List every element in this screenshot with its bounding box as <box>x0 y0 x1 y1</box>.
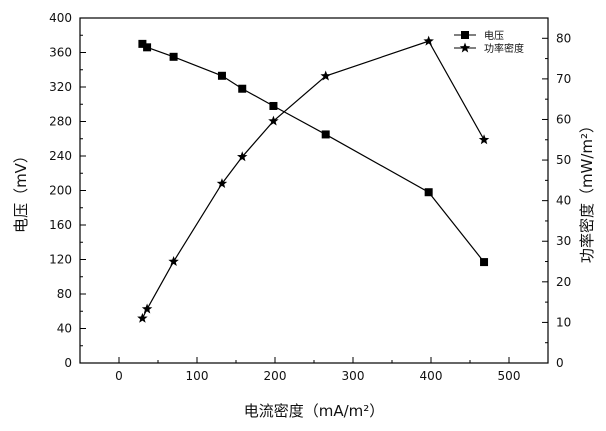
y-left-tick-label: 80 <box>57 287 72 301</box>
data-point-series-2 <box>237 151 248 162</box>
y-right-tick-label: 80 <box>556 31 571 45</box>
y-left-tick-label: 400 <box>49 11 72 25</box>
data-point-series-1 <box>143 43 152 52</box>
y-right-tick-label: 50 <box>556 153 571 167</box>
y-right-axis-title: 功率密度（mW/m²） <box>578 118 596 263</box>
y-left-tick-label: 280 <box>49 115 72 129</box>
data-point-series-2 <box>168 256 179 266</box>
y-right-tick-label: 70 <box>556 72 571 86</box>
legend-label: 电压 <box>484 29 504 42</box>
data-point-series-2 <box>141 303 153 314</box>
y-right-tick-label: 20 <box>556 275 571 289</box>
legend-marker <box>461 31 469 39</box>
y-right-tick-label: 40 <box>556 194 571 208</box>
legend-marker <box>459 42 471 53</box>
x-axis-title: 电流密度（mA/m²） <box>244 402 385 420</box>
data-point-series-1 <box>424 188 433 197</box>
x-tick-label: 200 <box>264 369 287 383</box>
series-layer <box>137 35 490 323</box>
legend-label: 功率密度 <box>484 42 524 55</box>
data-point-series-2 <box>216 178 228 189</box>
y-left-tick-label: 160 <box>49 218 72 232</box>
y-left-tick-label: 240 <box>49 149 72 163</box>
data-point-series-1 <box>217 71 226 80</box>
data-point-series-1 <box>238 84 247 93</box>
y-left-axis-title: 电压（mV） <box>12 148 30 233</box>
data-point-series-1 <box>138 39 147 48</box>
data-point-series-2 <box>423 35 434 46</box>
x-tick-label: 0 <box>115 369 123 383</box>
y-left-tick-label: 320 <box>49 80 72 94</box>
data-point-series-1 <box>269 101 278 110</box>
data-point-series-2 <box>268 115 279 126</box>
y-left-tick-label: 0 <box>64 356 72 370</box>
data-point-series-1 <box>480 258 489 267</box>
x-tick-label: 100 <box>186 369 209 383</box>
data-point-series-2 <box>478 134 490 145</box>
y-right-tick-label: 60 <box>556 112 571 126</box>
y-right-tick-label: 10 <box>556 315 571 329</box>
y-left-tick-label: 200 <box>49 184 72 198</box>
data-point-series-1 <box>169 52 178 61</box>
axes-layer: 0 100 200 300 400 500040801201602002402803203… <box>12 11 596 420</box>
y-left-tick-label: 120 <box>49 253 72 267</box>
y-left-tick-label: 360 <box>49 46 72 60</box>
data-point-series-2 <box>137 312 148 323</box>
x-tick-label: 300 <box>342 369 365 383</box>
data-point-series-1 <box>321 130 330 139</box>
y-right-tick-label: 0 <box>556 356 564 370</box>
y-left-tick-label: 40 <box>57 322 72 336</box>
x-tick-label: 400 <box>420 369 443 383</box>
y-right-tick-label: 30 <box>556 234 571 248</box>
x-tick-label: 500 <box>498 369 521 383</box>
data-point-series-2 <box>320 70 331 81</box>
